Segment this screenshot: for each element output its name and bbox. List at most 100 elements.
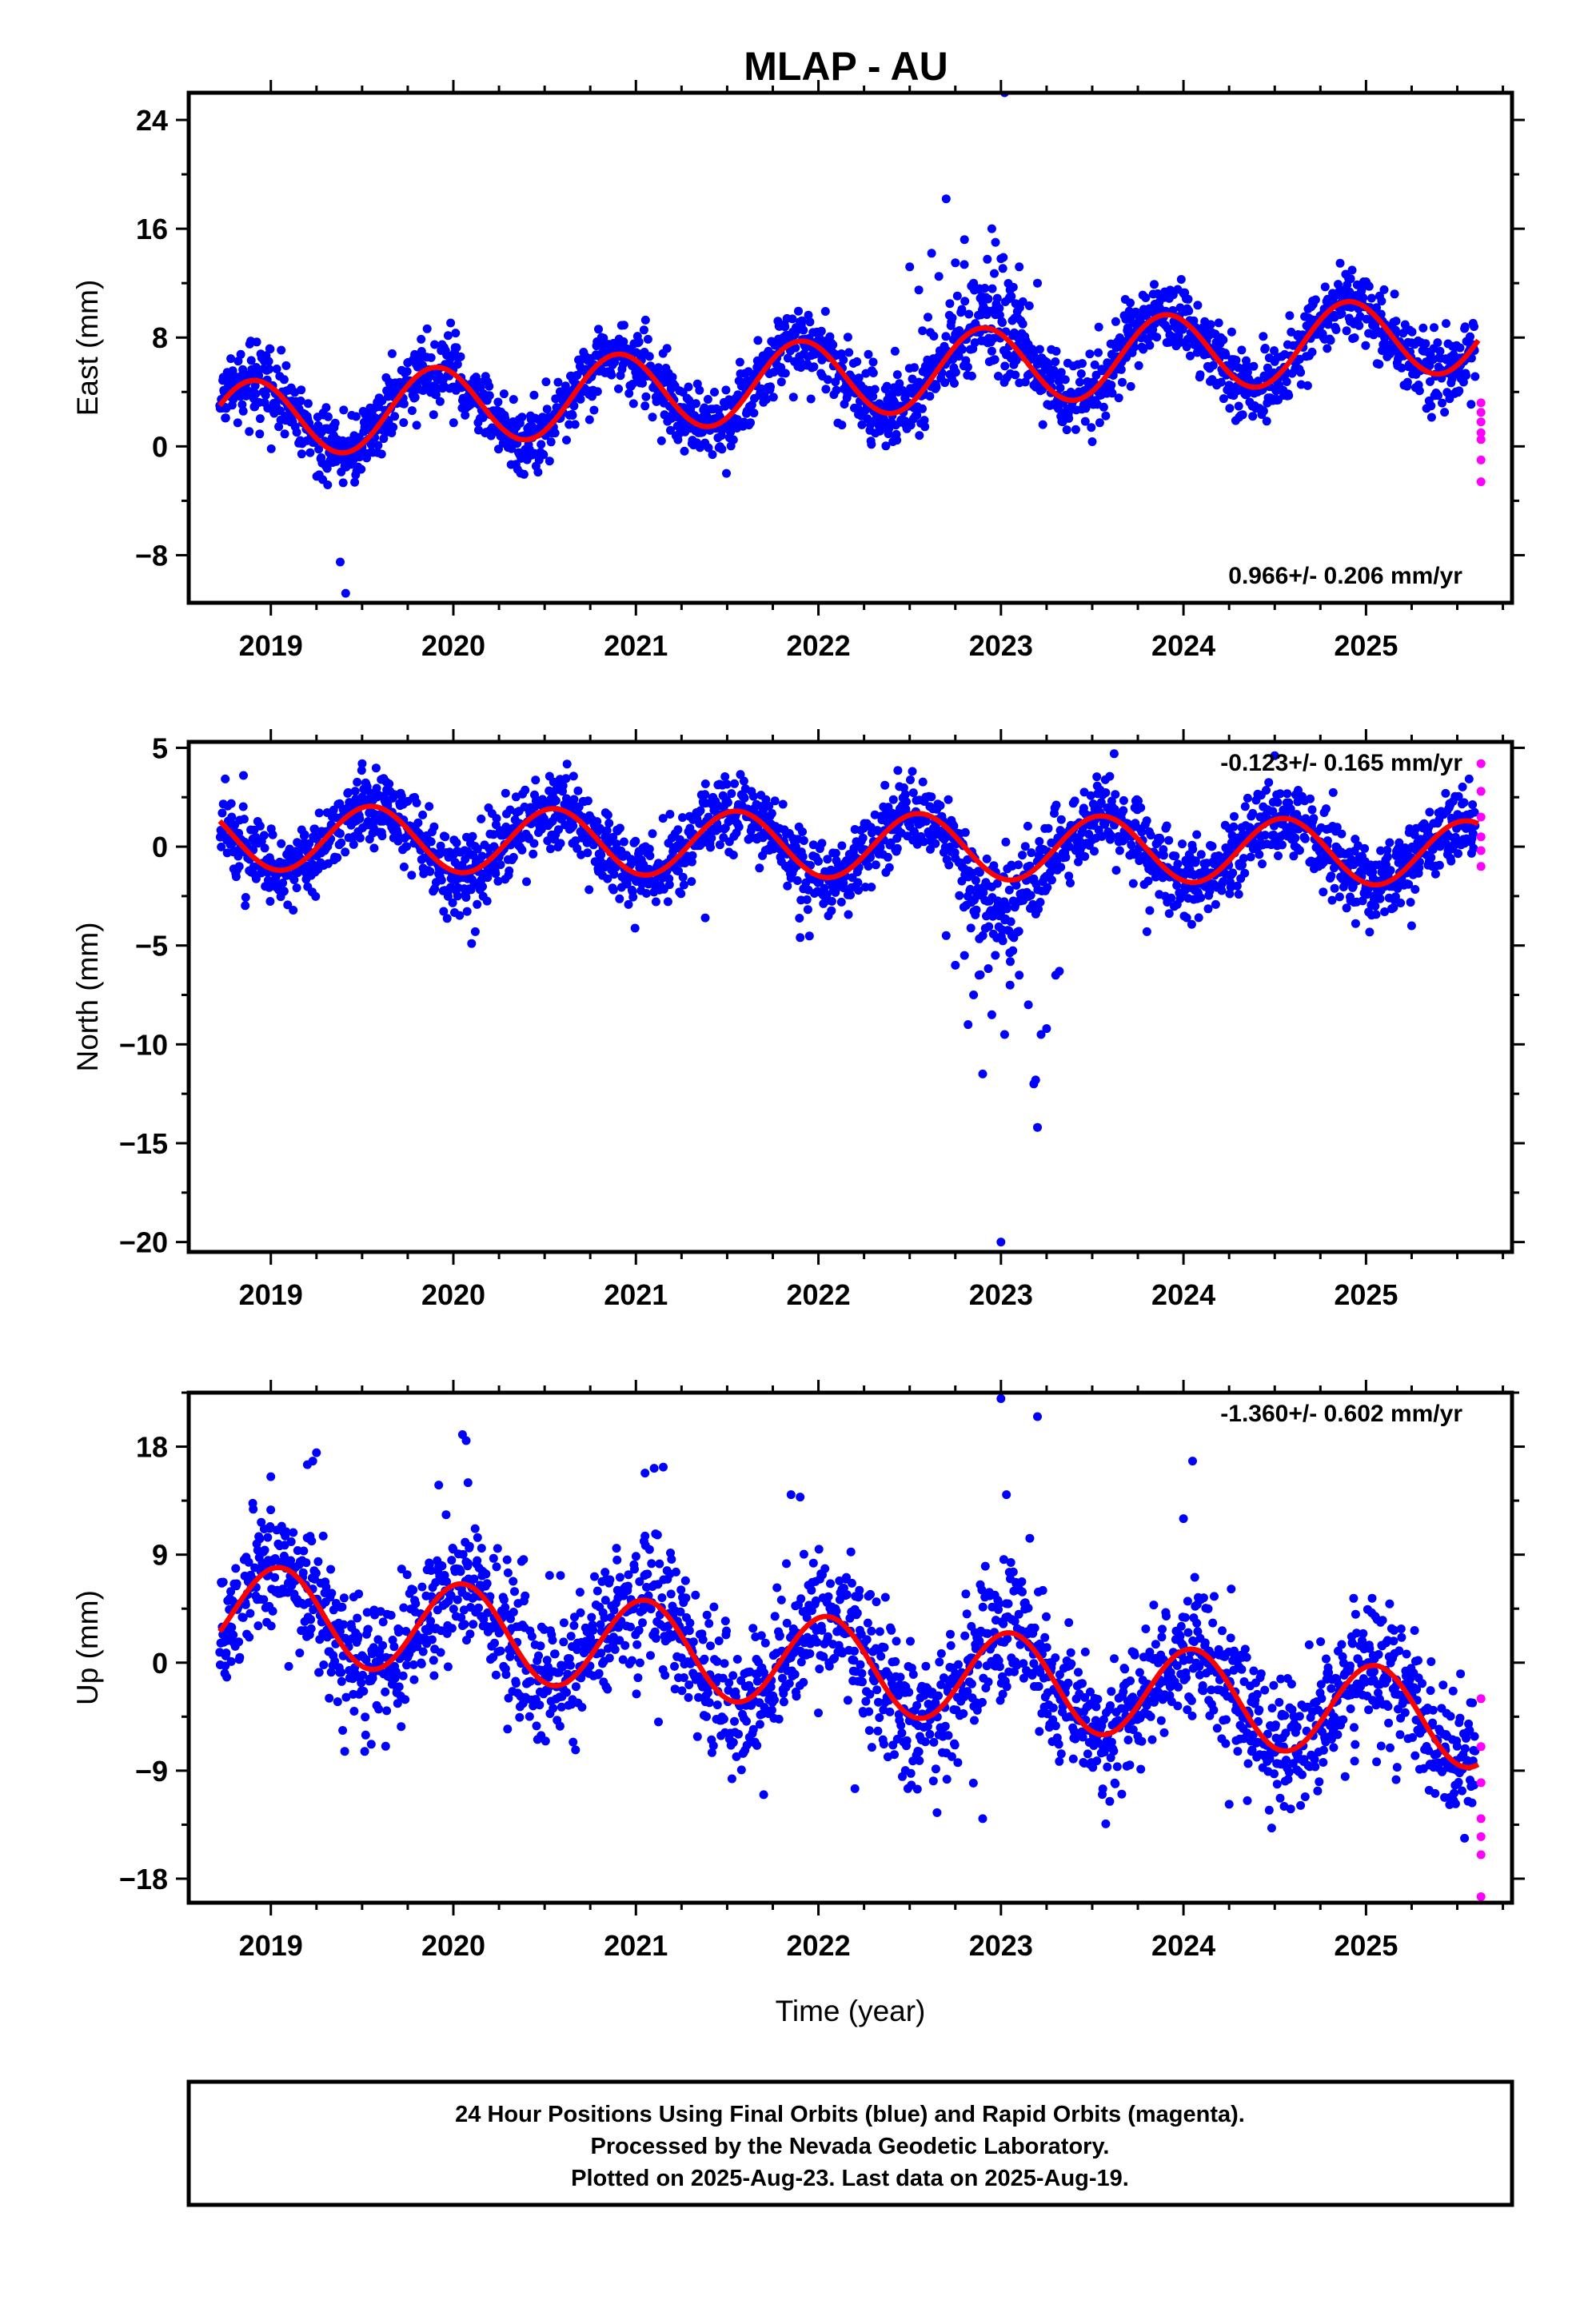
final-point <box>226 354 235 363</box>
final-point <box>1143 816 1151 825</box>
final-point <box>724 798 732 807</box>
final-point <box>411 393 420 402</box>
final-point <box>1085 349 1094 358</box>
final-point <box>931 839 940 848</box>
final-point <box>692 399 700 408</box>
final-point <box>706 843 715 852</box>
final-point <box>966 885 975 894</box>
final-point <box>710 388 719 397</box>
outlier-point <box>1011 299 1020 308</box>
final-point <box>1283 377 1291 386</box>
final-point <box>1071 796 1079 805</box>
final-point <box>1044 824 1053 833</box>
final-point <box>299 1547 308 1556</box>
final-point <box>429 410 438 419</box>
final-point <box>788 314 797 323</box>
final-point <box>983 255 991 264</box>
final-point <box>729 851 738 859</box>
final-point <box>1337 830 1346 839</box>
final-point <box>837 898 846 907</box>
final-point <box>1380 285 1389 294</box>
final-point <box>781 369 790 377</box>
final-point <box>729 436 738 444</box>
final-point <box>338 1726 347 1735</box>
final-point <box>356 834 365 843</box>
final-point <box>641 316 650 325</box>
final-point <box>337 1603 346 1612</box>
final-point <box>604 819 613 827</box>
final-point <box>1262 786 1271 795</box>
final-point <box>379 1617 388 1626</box>
final-point <box>1460 798 1469 807</box>
rapid-point <box>1477 417 1486 426</box>
final-point <box>425 867 434 876</box>
final-point <box>1167 894 1175 903</box>
final-point <box>837 841 846 850</box>
final-point <box>312 1569 321 1577</box>
final-point <box>1115 393 1123 402</box>
final-point <box>1219 336 1227 345</box>
final-point <box>255 429 264 438</box>
final-point <box>353 1632 362 1640</box>
final-point <box>821 307 830 316</box>
final-point <box>1184 295 1193 304</box>
final-point <box>1014 860 1023 869</box>
outlier-point <box>988 1011 996 1019</box>
final-point <box>972 876 980 885</box>
final-point <box>357 465 365 474</box>
final-point <box>832 386 841 395</box>
final-point <box>593 387 602 396</box>
final-point <box>493 397 502 406</box>
final-point <box>777 377 786 386</box>
final-point <box>1036 898 1045 907</box>
final-point <box>253 1621 262 1630</box>
final-point <box>1351 333 1359 342</box>
final-point <box>537 440 545 448</box>
final-point <box>1296 368 1305 377</box>
final-point <box>1434 391 1442 400</box>
final-point <box>1372 910 1381 919</box>
final-point <box>645 851 654 860</box>
final-point <box>864 350 873 359</box>
final-point <box>749 792 758 801</box>
final-point <box>1241 802 1250 811</box>
plot-area-up <box>215 1394 1485 1901</box>
final-point <box>239 407 248 416</box>
final-point <box>680 881 688 890</box>
final-point <box>727 789 736 798</box>
final-point <box>505 867 513 875</box>
final-point <box>241 893 250 902</box>
final-point <box>1332 325 1341 334</box>
final-point <box>628 893 637 902</box>
final-point <box>241 901 249 910</box>
final-point <box>543 405 552 413</box>
final-point <box>399 418 408 427</box>
final-point <box>749 409 758 417</box>
final-point <box>1410 885 1419 894</box>
final-point <box>1321 282 1330 291</box>
final-point <box>679 873 688 882</box>
final-point <box>337 1677 346 1686</box>
final-point <box>378 1641 387 1650</box>
final-point <box>227 1623 236 1632</box>
final-point <box>400 400 409 409</box>
final-point <box>408 406 417 415</box>
final-point <box>571 420 580 429</box>
final-point <box>603 826 612 835</box>
final-point <box>614 385 623 393</box>
final-point <box>620 321 628 329</box>
final-point <box>1165 909 1174 918</box>
final-point <box>814 857 823 866</box>
final-point <box>1461 322 1470 331</box>
final-point <box>1331 884 1339 893</box>
final-point <box>635 337 644 346</box>
final-point <box>1240 869 1249 878</box>
final-point <box>234 1637 243 1646</box>
final-point <box>1283 789 1291 798</box>
y-tick-label: −10 <box>119 1028 168 1061</box>
final-point <box>485 382 493 391</box>
final-point <box>1343 903 1351 912</box>
final-point <box>533 468 542 476</box>
final-point <box>740 794 749 803</box>
final-point <box>569 411 577 420</box>
